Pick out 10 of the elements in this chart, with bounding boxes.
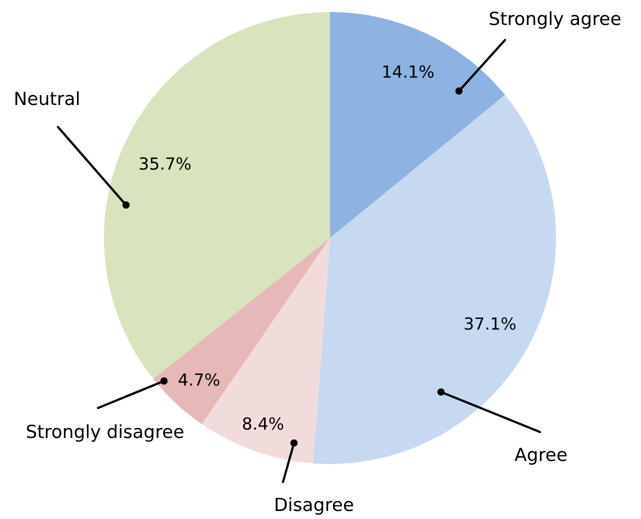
slice-label: Strongly disagree	[26, 424, 184, 442]
slice-label: Disagree	[276, 497, 354, 515]
data-label: 37.1%	[464, 317, 516, 330]
data-label: 35.7%	[140, 157, 191, 170]
data-label: 8.4%	[242, 417, 284, 430]
slice-label: Neutral	[15, 91, 79, 106]
data-label: 14.1%	[383, 65, 434, 78]
slice-label: Agree	[514, 448, 567, 465]
data-label: 4.7%	[178, 373, 220, 386]
slice-label: Strongly agree	[490, 11, 620, 29]
